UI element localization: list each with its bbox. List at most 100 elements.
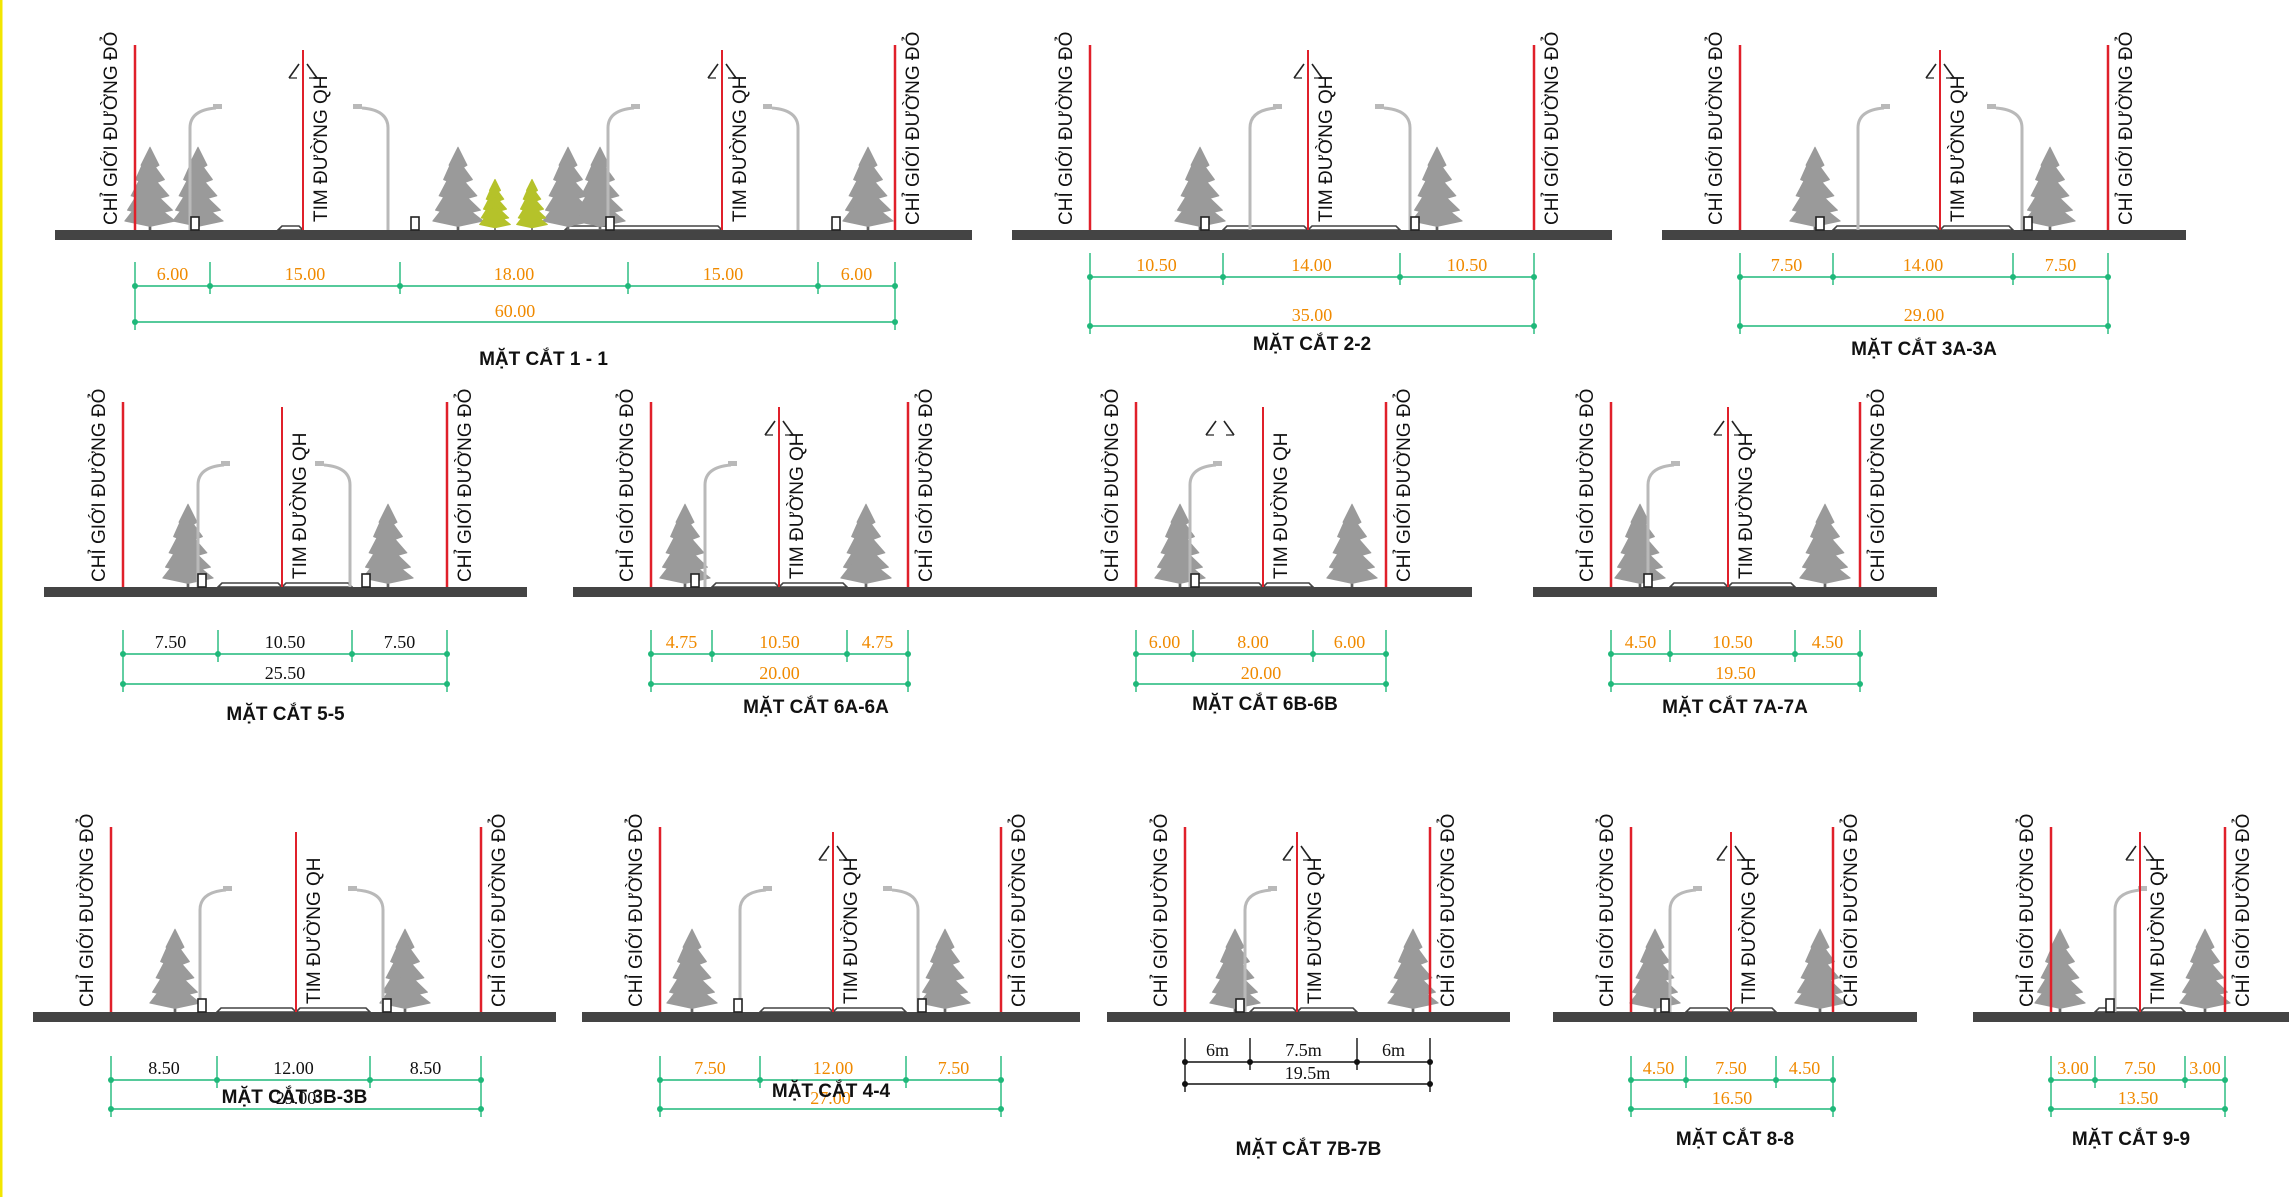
dimension-node	[1383, 681, 1389, 687]
dimension-node	[1830, 274, 1836, 280]
street-lamp-icon	[738, 886, 772, 1012]
dimension-node	[132, 319, 138, 325]
tree-icon	[479, 178, 511, 230]
segment-width-label: 10.50	[759, 632, 800, 652]
carriageway-crown	[216, 582, 284, 588]
dimension-node	[2105, 274, 2111, 280]
dimension-node	[1683, 1077, 1689, 1083]
section-title: MẶT CẮT 3B-3B	[222, 1086, 368, 1108]
dimension-node	[2222, 1077, 2228, 1083]
dimension-node	[207, 283, 213, 289]
dimension-node	[2010, 274, 2016, 280]
section-title: MẶT CẮT 5-5	[226, 703, 345, 725]
carriageway-crown	[1726, 582, 1797, 588]
dimension-node	[1667, 651, 1673, 657]
tree-icon	[162, 503, 214, 587]
ground-band	[1058, 587, 1472, 597]
carriageway-crown	[2138, 1007, 2187, 1013]
dimension-node	[905, 681, 911, 687]
segment-width-label: 3.00	[2189, 1058, 2221, 1078]
carriageway-crown	[1938, 225, 2015, 231]
segment-width-label: 14.00	[1903, 255, 1944, 275]
dimension-node	[1310, 651, 1316, 657]
kerb-marker	[410, 216, 420, 231]
section-title: MẶT CẮT 8-8	[1676, 1128, 1794, 1150]
street-lamp-icon	[1668, 886, 1702, 1012]
survey-mark-icon	[818, 845, 848, 861]
total-width-label: 29.00	[276, 1088, 317, 1108]
carriageway-crown	[1668, 582, 1730, 588]
dimension-node	[1773, 1077, 1779, 1083]
carriageway-crown	[1831, 225, 1942, 231]
kerb-marker	[917, 998, 927, 1013]
boundary-label: CHỈ GIỚI ĐƯỜNG ĐỎ	[488, 814, 510, 1007]
section-9: CHỈ GIỚI ĐƯỜNG ĐỎ CHỈ GIỚI ĐƯỜNG ĐỎ TIM ĐƯ…	[582, 814, 1080, 1117]
segment-width-label: 10.50	[1712, 632, 1753, 652]
segment-width-label: 8.50	[410, 1058, 442, 1078]
segment-width-label: 4.50	[1625, 632, 1657, 652]
street-lamp-icon	[1856, 104, 1890, 230]
dimension-node	[1133, 651, 1139, 657]
carriageway-crown	[758, 1007, 835, 1013]
kerb-marker	[1200, 216, 1210, 231]
centerline-label: TIM ĐƯỜNG QH	[1315, 75, 1337, 222]
dimension-node	[648, 651, 654, 657]
survey-mark-icon	[2125, 845, 2155, 861]
street-lamp-icon	[1248, 104, 1282, 230]
dimension-node	[1087, 323, 1093, 329]
tree-icon	[1174, 146, 1226, 230]
carriageway-crown	[1221, 225, 1310, 231]
ground-band	[1553, 1012, 1917, 1022]
section-title: MẶT CẮT 4-4	[772, 1080, 891, 1102]
total-width-label: 20.00	[759, 663, 800, 683]
kerb-marker	[361, 573, 371, 588]
segment-width-label: 6.00	[1149, 632, 1181, 652]
boundary-label: CHỈ GIỚI ĐƯỜNG ĐỎ	[2232, 814, 2254, 1007]
total-width-label: 35.00	[1292, 305, 1333, 325]
centerline-label: TIM ĐƯỜNG QH	[729, 75, 751, 222]
dimension-node	[1792, 651, 1798, 657]
carriageway-crown	[215, 1007, 298, 1013]
survey-mark-icon	[764, 420, 794, 436]
dimension-node	[215, 651, 221, 657]
boundary-label: CHỈ GIỚI ĐƯỜNG ĐỎ	[625, 814, 647, 1007]
street-lamp-icon	[1646, 461, 1680, 587]
segment-width-label: 4.50	[1812, 632, 1844, 652]
tree-icon	[432, 146, 484, 230]
dimension-node	[2048, 1077, 2054, 1083]
section-10: CHỈ GIỚI ĐƯỜNG ĐỎ CHỈ GIỚI ĐƯỜNG ĐỎ TIM ĐƯ…	[1107, 814, 1510, 1160]
section-title: MẶT CẮT 9-9	[2072, 1128, 2190, 1150]
survey-mark-icon	[1925, 63, 1955, 79]
street-lamp-icon	[606, 104, 640, 230]
dimension-node	[757, 1077, 763, 1083]
boundary-label: CHỈ GIỚI ĐƯỜNG ĐỎ	[1008, 814, 1030, 1007]
centerline-label: TIM ĐƯỜNG QH	[1304, 857, 1326, 1004]
segment-width-label: 7.50	[694, 1058, 726, 1078]
survey-mark-icon	[1282, 845, 1312, 861]
tree-icon	[1154, 503, 1206, 587]
section-3: CHỈ GIỚI ĐƯỜNG ĐỎ CHỈ GIỚI ĐƯỜNG ĐỎ TIM ĐƯ…	[1662, 32, 2186, 360]
kerb-marker	[190, 216, 200, 231]
segment-width-label: 4.50	[1789, 1058, 1821, 1078]
dimension-node	[1857, 651, 1863, 657]
boundary-label: CHỈ GIỚI ĐƯỜNG ĐỎ	[88, 389, 110, 582]
kerb-marker	[382, 998, 392, 1013]
dimension-node	[844, 651, 850, 657]
boundary-label: CHỈ GIỚI ĐƯỜNG ĐỎ	[1541, 32, 1563, 225]
section-7: CHỈ GIỚI ĐƯỜNG ĐỎ CHỈ GIỚI ĐƯỜNG ĐỎ TIM ĐƯ…	[1533, 389, 1937, 718]
centerline-label: TIM ĐƯỜNG QH	[1947, 75, 1969, 222]
tree-icon	[1789, 146, 1841, 230]
street-lamp-icon	[883, 886, 920, 1012]
dimension-node	[903, 1077, 909, 1083]
boundary-label: CHỈ GIỚI ĐƯỜNG ĐỎ	[1101, 389, 1123, 582]
dimension-node	[1531, 274, 1537, 280]
section-title: MẶT CẮT 7B-7B	[1236, 1138, 1382, 1160]
carriageway-crown	[1306, 225, 1402, 231]
segment-width-label: 15.00	[285, 264, 326, 284]
total-width-label: 16.50	[1712, 1088, 1753, 1108]
dimension-node	[1247, 1059, 1253, 1065]
dimension-node	[1830, 1106, 1836, 1112]
dimension-node	[1427, 1059, 1433, 1065]
dimension-node	[120, 651, 126, 657]
kerb-marker	[1410, 216, 1420, 231]
